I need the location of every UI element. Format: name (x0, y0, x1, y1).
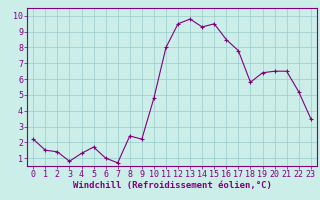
X-axis label: Windchill (Refroidissement éolien,°C): Windchill (Refroidissement éolien,°C) (73, 181, 271, 190)
